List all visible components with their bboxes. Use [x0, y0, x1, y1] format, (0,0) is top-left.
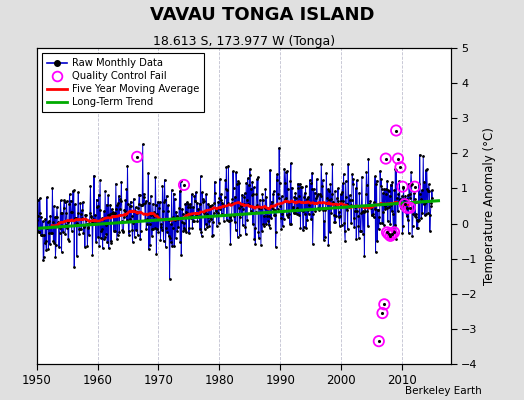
Point [390, 229, 398, 236]
Point [388, 231, 396, 237]
Point [410, 184, 419, 190]
Point [392, 127, 400, 134]
Point [133, 154, 141, 160]
Text: VAVAU TONGA ISLAND: VAVAU TONGA ISLAND [150, 6, 374, 24]
Point [383, 229, 391, 236]
Legend: Raw Monthly Data, Quality Control Fail, Five Year Moving Average, Long-Term Tren: Raw Monthly Data, Quality Control Fail, … [42, 53, 204, 112]
Point [386, 233, 395, 239]
Point [396, 164, 405, 170]
Title: 18.613 S, 173.977 W (Tonga): 18.613 S, 173.977 W (Tonga) [152, 35, 335, 48]
Point [375, 338, 383, 344]
Point [381, 156, 390, 162]
Point [180, 182, 188, 188]
Point [406, 204, 414, 211]
Point [398, 184, 407, 190]
Point [385, 231, 393, 237]
Y-axis label: Temperature Anomaly (°C): Temperature Anomaly (°C) [483, 127, 496, 285]
Point [378, 310, 387, 316]
Point [380, 301, 388, 308]
Point [403, 204, 411, 211]
Point [394, 156, 402, 162]
Text: Berkeley Earth: Berkeley Earth [406, 386, 482, 396]
Point [400, 201, 409, 208]
